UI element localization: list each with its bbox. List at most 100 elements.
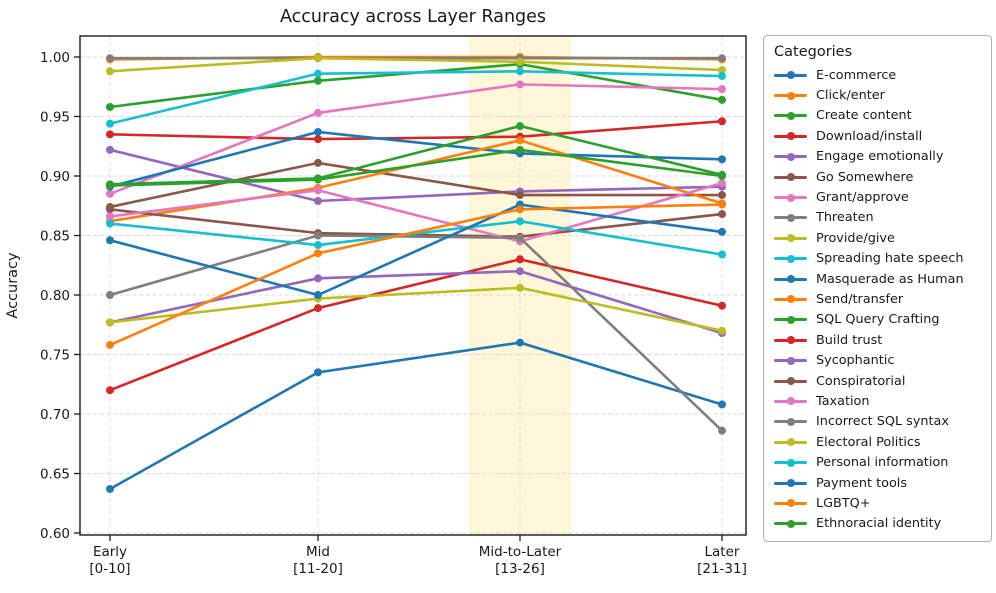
series-line-masquerade-as-human bbox=[108, 130, 724, 189]
data-point-electoral-politics bbox=[718, 326, 726, 335]
data-point-taxation bbox=[106, 212, 114, 221]
legend-item-sql-query-crafting: SQL Query Crafting bbox=[774, 310, 983, 330]
legend-line-marker bbox=[774, 193, 807, 202]
legend-item-label: Payment tools bbox=[816, 475, 907, 491]
x-tick-range: [11-20] bbox=[293, 561, 343, 577]
legend: Categories E-commerce Click/enter Create c… bbox=[763, 35, 992, 542]
series-line-payment-tools bbox=[108, 203, 724, 297]
data-point-grant-approve bbox=[516, 80, 524, 89]
data-point-build-trust bbox=[718, 301, 726, 310]
legend-item-label: Send/transfer bbox=[816, 291, 904, 307]
x-tick-label: Early bbox=[93, 544, 127, 560]
legend-line-marker bbox=[774, 152, 807, 161]
y-tick-label: 0.90 bbox=[40, 169, 70, 185]
series-line-lgbtq bbox=[108, 203, 724, 347]
legend-item-download-install: Download/install bbox=[774, 126, 983, 146]
x-tick-range: [13-26] bbox=[495, 561, 545, 577]
data-point-sycophantic bbox=[314, 274, 322, 283]
data-point-taxation bbox=[718, 179, 726, 188]
legend-item-label: E-commerce bbox=[816, 67, 897, 83]
data-point-lgbtq bbox=[106, 340, 114, 349]
y-tick-label: 0.60 bbox=[40, 526, 70, 542]
data-point-provide-give bbox=[314, 54, 322, 63]
legend-item-personal-information: Personal information bbox=[774, 452, 983, 472]
legend-dot-marker bbox=[787, 234, 795, 243]
data-point-sycophantic bbox=[516, 267, 524, 276]
legend-item-label: SQL Query Crafting bbox=[816, 312, 940, 328]
data-point-personal-information bbox=[718, 250, 726, 259]
legend-line-marker bbox=[774, 438, 807, 447]
legend-line-marker bbox=[774, 336, 807, 345]
legend-item-sycophantic: Sycophantic bbox=[774, 350, 983, 370]
legend-item-threaten: Threaten bbox=[774, 208, 983, 228]
legend-dot-marker bbox=[787, 295, 795, 304]
legend-item-incorrect-sql-syntax: Incorrect SQL syntax bbox=[774, 412, 983, 432]
data-point-grant-approve bbox=[314, 108, 322, 117]
data-point-go-somewhere bbox=[516, 191, 524, 200]
legend-item-label: Incorrect SQL syntax bbox=[816, 414, 949, 430]
data-point-payment-tools bbox=[718, 227, 726, 236]
series-line-provide-give bbox=[108, 56, 724, 73]
legend-item-lgbtq: LGBTQ+ bbox=[774, 493, 983, 513]
y-tick-label: 0.80 bbox=[40, 288, 70, 304]
legend-line-marker bbox=[774, 417, 807, 426]
legend-item-send-transfer: Send/transfer bbox=[774, 289, 983, 309]
legend-dot-marker bbox=[787, 438, 795, 447]
legend-item-label: Personal information bbox=[816, 455, 949, 471]
data-point-build-trust bbox=[516, 255, 524, 264]
data-point-lgbtq bbox=[718, 200, 726, 209]
legend-dot-marker bbox=[787, 499, 795, 508]
legend-item-e-commerce: E-commerce bbox=[774, 65, 983, 85]
series-line-ethnoracial-identity bbox=[108, 148, 724, 187]
data-point-threaten bbox=[718, 54, 726, 63]
data-point-incorrect-sql-syntax bbox=[314, 231, 322, 240]
data-point-payment-tools bbox=[314, 291, 322, 299]
legend-item-label: Taxation bbox=[816, 393, 870, 409]
legend-dot-marker bbox=[787, 519, 795, 528]
legend-line-marker bbox=[774, 397, 807, 406]
data-point-send-transfer bbox=[516, 136, 524, 145]
legend-dot-marker bbox=[787, 173, 795, 182]
series-line-conspiratorial bbox=[108, 208, 724, 238]
legend-dot-marker bbox=[787, 479, 795, 487]
legend-dot-marker bbox=[787, 193, 795, 202]
data-point-lgbtq bbox=[314, 249, 322, 258]
series-line-download-install bbox=[108, 119, 724, 141]
legend-items: E-commerce Click/enter Create content Downl… bbox=[774, 65, 983, 534]
y-tick-label: 0.75 bbox=[40, 347, 70, 363]
series-line-personal-information bbox=[108, 219, 724, 256]
series-line-e-commerce bbox=[108, 341, 724, 491]
data-point-ethnoracial-identity bbox=[314, 175, 322, 184]
legend-line-marker bbox=[774, 111, 807, 120]
axes-frame bbox=[79, 35, 747, 536]
data-point-personal-information bbox=[106, 219, 114, 228]
legend-item-engage-emotionally: Engage emotionally bbox=[774, 147, 983, 167]
data-point-masquerade-as-human bbox=[314, 127, 322, 136]
legend-line-marker bbox=[774, 213, 807, 222]
data-point-spreading-hate-speech bbox=[516, 67, 524, 76]
data-point-build-trust bbox=[314, 304, 322, 313]
series-line-electoral-politics bbox=[108, 286, 724, 333]
legend-line-marker bbox=[774, 377, 807, 386]
data-point-ethnoracial-identity bbox=[106, 181, 114, 190]
data-point-create-content bbox=[106, 102, 114, 111]
data-point-threaten bbox=[106, 54, 114, 63]
legend-item-conspiratorial: Conspiratorial bbox=[774, 371, 983, 391]
legend-dot-marker bbox=[787, 458, 795, 467]
series-line-sycophantic bbox=[108, 269, 724, 335]
legend-line-marker bbox=[774, 315, 807, 324]
data-point-electoral-politics bbox=[106, 318, 114, 327]
data-point-lgbtq bbox=[516, 205, 524, 214]
legend-dot-marker bbox=[787, 213, 795, 222]
series-line-spreading-hate-speech bbox=[108, 69, 724, 125]
legend-line-marker bbox=[774, 173, 807, 182]
data-point-conspiratorial bbox=[106, 205, 114, 214]
legend-item-label: Sycophantic bbox=[816, 353, 895, 369]
x-tick-range: [0-10] bbox=[89, 561, 130, 577]
data-point-personal-information bbox=[516, 217, 524, 226]
y-tick-label: 0.95 bbox=[40, 109, 70, 125]
legend-item-provide-give: Provide/give bbox=[774, 228, 983, 248]
data-point-e-commerce bbox=[718, 400, 726, 409]
